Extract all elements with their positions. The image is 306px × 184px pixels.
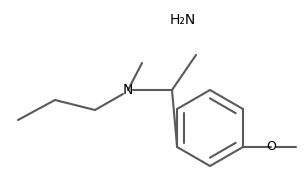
- Text: H₂N: H₂N: [170, 13, 196, 27]
- Text: O: O: [266, 141, 276, 153]
- Text: N: N: [123, 83, 133, 97]
